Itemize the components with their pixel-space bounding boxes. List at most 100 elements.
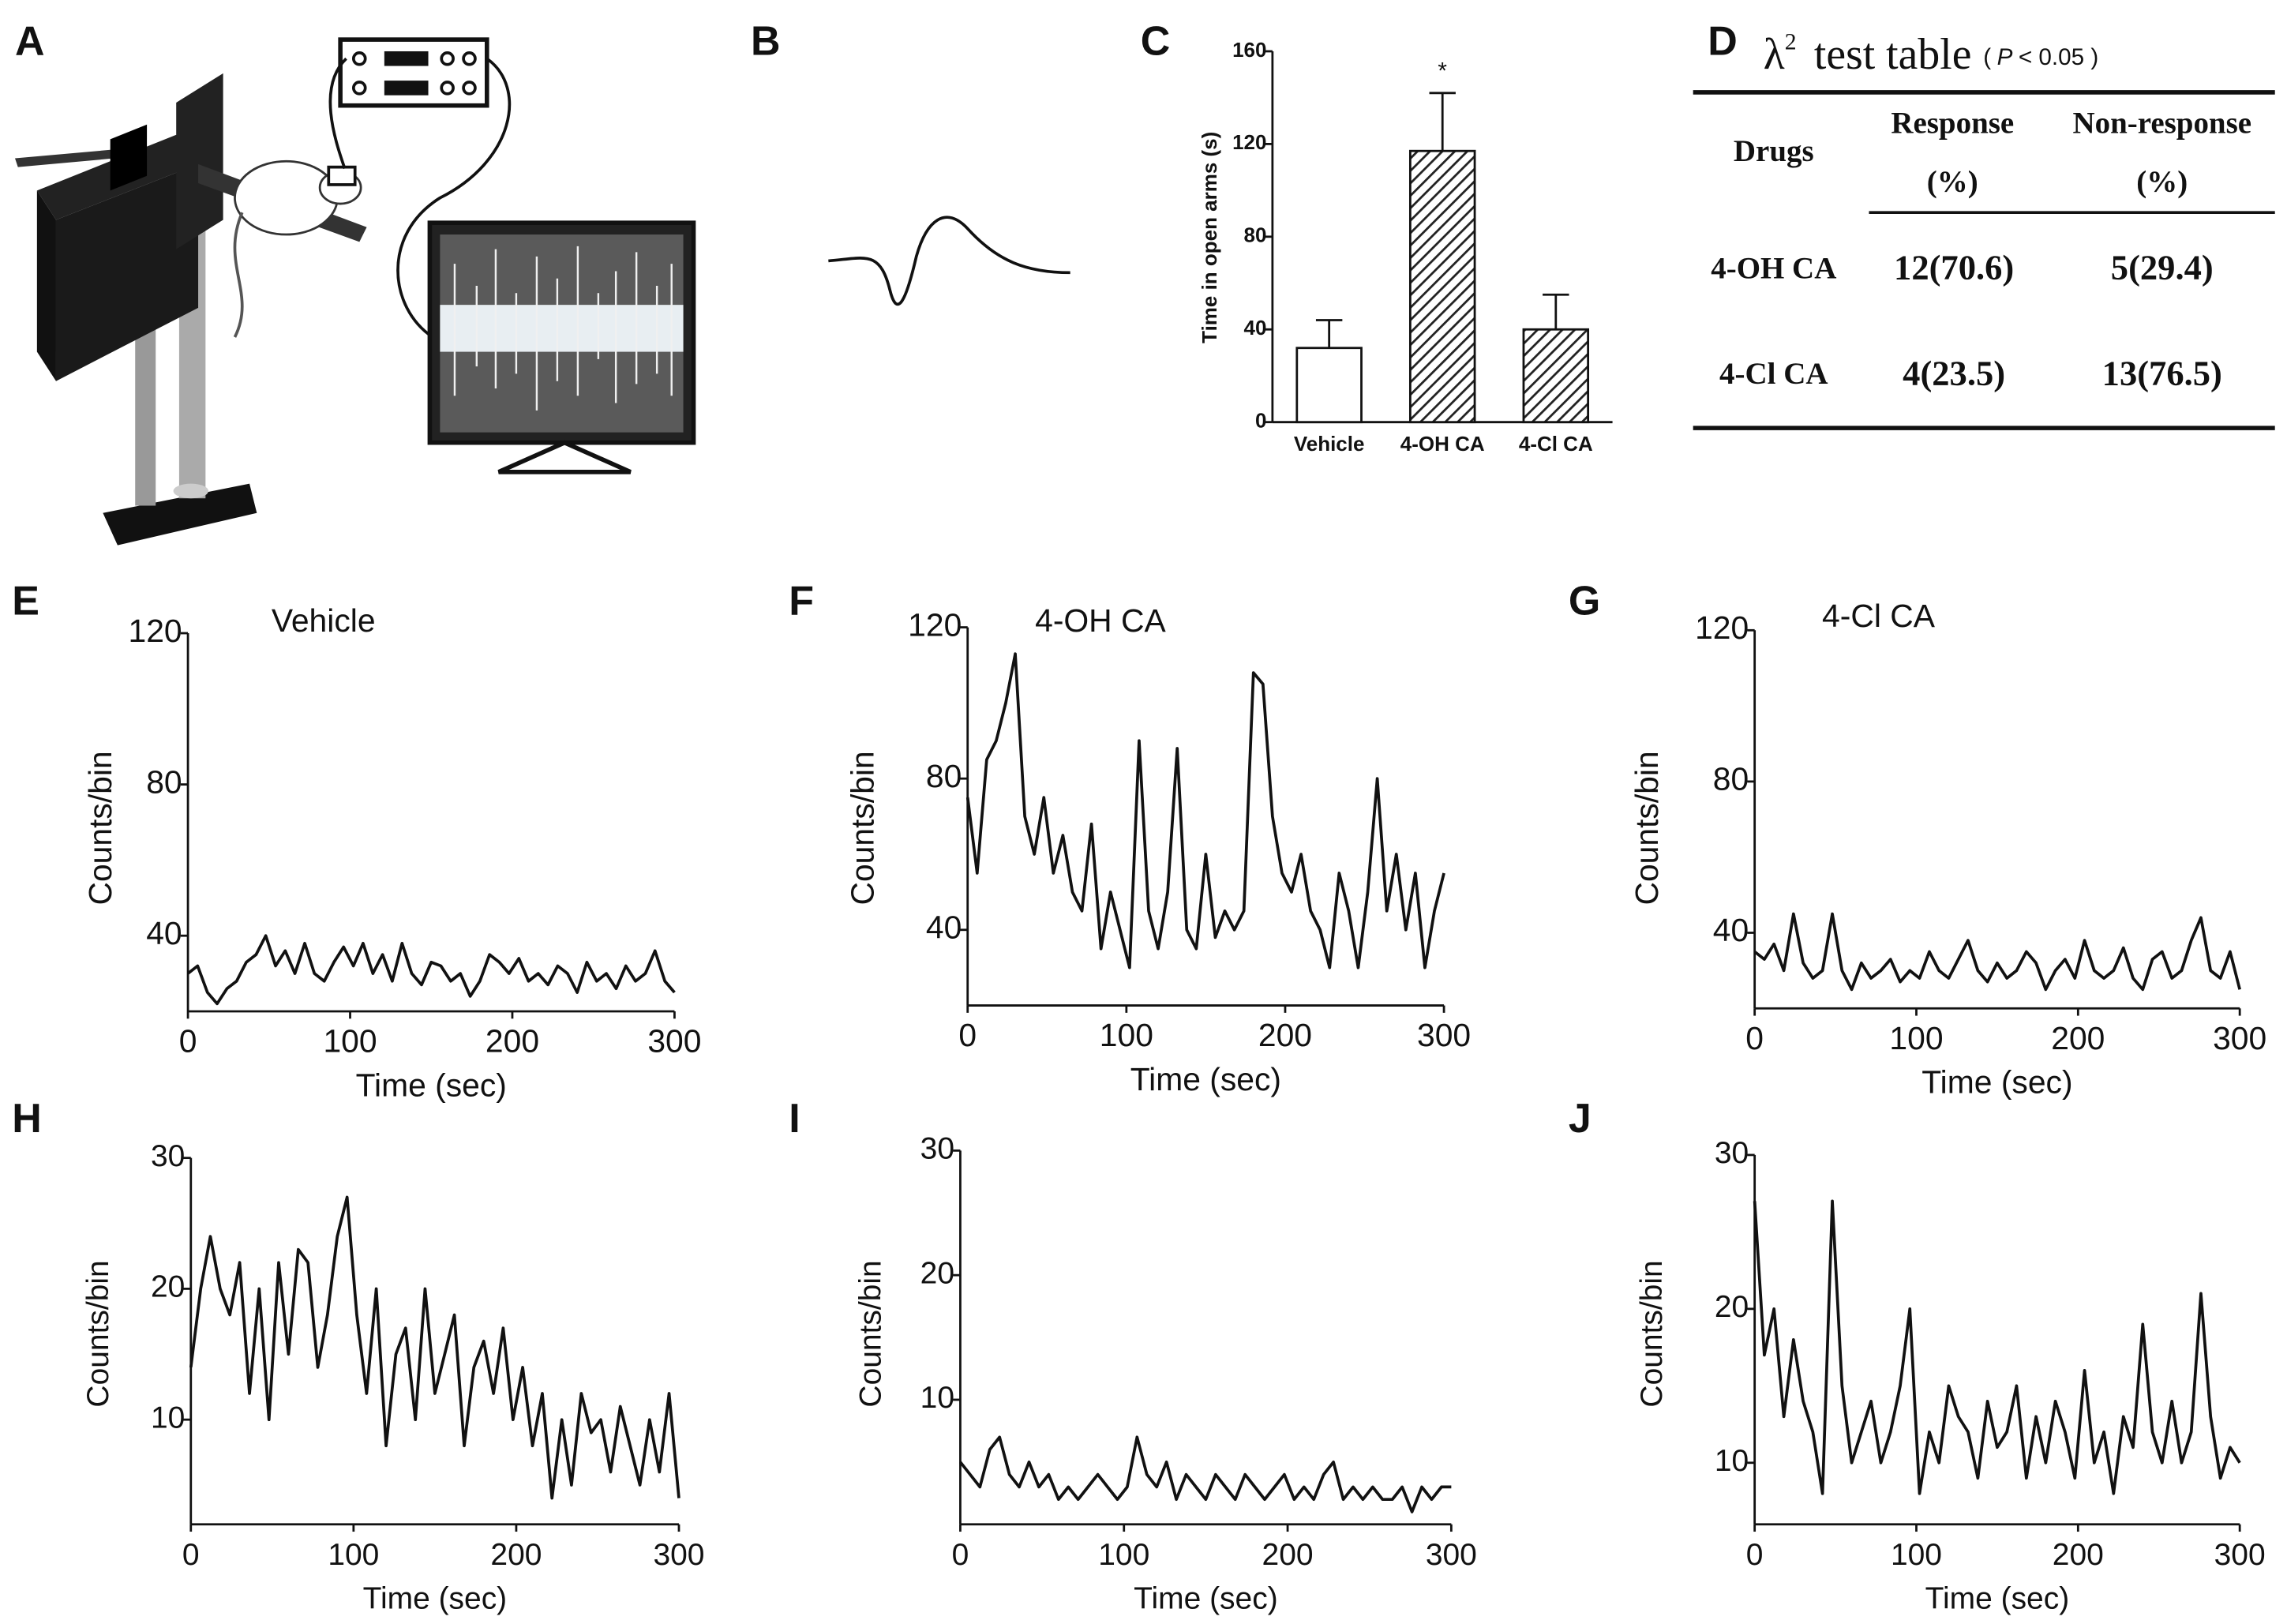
bar	[1295, 347, 1363, 424]
x-axis-label: Time (sec)	[1130, 1061, 1281, 1097]
x-tick-label: 4-OH CA	[1400, 432, 1485, 456]
table-header: Drugs	[1734, 134, 1814, 168]
trace	[1753, 912, 2241, 992]
trace	[958, 1435, 1452, 1513]
x-tick-label: 200	[2051, 1020, 2105, 1056]
y-tick-label: 30	[151, 1139, 185, 1173]
table-note: P	[1997, 44, 2013, 70]
table-superscript: 2	[1785, 30, 1797, 55]
chart-title: 4-OH CA	[1035, 602, 1166, 639]
y-axis-label: Counts/bin	[81, 1260, 115, 1407]
y-tick-label: 40	[1244, 316, 1267, 339]
y-tick-label: 80	[146, 763, 182, 800]
y-axis-label: Time in open arms (s)	[1198, 132, 1221, 343]
x-tick-label: 4-Cl CA	[1519, 432, 1593, 456]
y-tick-label: 160	[1232, 38, 1266, 62]
table-symbol: λ	[1764, 30, 1785, 79]
table-cell: 13(76.5)	[2102, 353, 2222, 392]
x-tick-label: 200	[486, 1023, 539, 1060]
x-tick-label: 0	[1746, 1538, 1764, 1572]
amplifier-illustration	[328, 37, 512, 339]
y-axis-label: Counts/bin	[845, 751, 881, 905]
monitor-illustration	[427, 220, 696, 474]
panel-label: E	[12, 579, 39, 624]
panel-label: F	[789, 579, 814, 624]
x-tick-label: 100	[328, 1538, 379, 1572]
x-tick-label: 300	[2213, 1020, 2266, 1056]
y-axis-label: Counts/bin	[1635, 1260, 1669, 1407]
y-tick-label: 10	[920, 1381, 954, 1415]
table-title-text: test table	[1814, 30, 1971, 79]
panel-label: D	[1708, 18, 1738, 64]
panel-label: C	[1141, 18, 1171, 64]
trace	[965, 652, 1445, 970]
y-tick-label: 20	[151, 1270, 185, 1304]
trace	[189, 1195, 680, 1500]
table-cell: 4-OH CA	[1711, 251, 1836, 285]
x-tick-label: 0	[182, 1538, 200, 1572]
x-axis-label: Time (sec)	[1925, 1582, 2070, 1616]
panel-label: H	[12, 1096, 42, 1142]
table-title: λ2 test table (P < 0.05 )	[1764, 30, 2099, 80]
spike-waveform	[828, 216, 1070, 306]
x-tick-label: 300	[647, 1023, 701, 1060]
y-tick-label: 80	[926, 758, 962, 794]
x-tick-label: 0	[952, 1538, 969, 1572]
table-header: Non-response	[2072, 107, 2251, 141]
y-axis-label: Counts/bin	[1629, 751, 1665, 905]
table-note: < 0.05 )	[2019, 44, 2099, 70]
panel-label: I	[789, 1096, 800, 1142]
y-tick-label: 0	[1255, 409, 1266, 433]
y-tick-label: 80	[1244, 223, 1267, 247]
y-tick-label: 10	[151, 1401, 185, 1435]
maze-illustration	[14, 73, 367, 546]
x-tick-label: 200	[490, 1538, 542, 1572]
table-header: (%)	[2136, 165, 2188, 199]
table-header: Response	[1891, 107, 2014, 141]
panel-label: A	[15, 18, 45, 64]
table-cell: 4(23.5)	[1903, 353, 2005, 392]
trace	[186, 934, 676, 1006]
chi-square-table: λ2 test table (P < 0.05 ) Drugs Response (%…	[1693, 30, 2275, 430]
x-tick-label: 0	[958, 1017, 977, 1053]
x-axis-label: Time (sec)	[1921, 1064, 2072, 1101]
chart-title: Vehicle	[272, 602, 376, 639]
y-tick-label: 80	[1713, 761, 1749, 797]
table-header: (%)	[1927, 165, 1978, 199]
x-tick-label: 300	[653, 1538, 704, 1572]
y-tick-label: 120	[908, 606, 962, 643]
x-axis-label: Time (sec)	[363, 1582, 508, 1616]
y-tick-label: 120	[1232, 130, 1266, 154]
x-tick-label: 100	[1098, 1538, 1149, 1572]
x-tick-label: 100	[1889, 1020, 1943, 1056]
x-tick-label: 300	[2214, 1538, 2266, 1572]
x-tick-label: 300	[1417, 1017, 1471, 1053]
x-tick-label: 200	[2053, 1538, 2104, 1572]
x-axis-label: Time (sec)	[1134, 1582, 1278, 1616]
x-tick-label: 100	[323, 1023, 377, 1060]
bar	[1408, 149, 1476, 424]
y-tick-label: 120	[1695, 609, 1749, 646]
panel-label: J	[1569, 1096, 1592, 1142]
y-tick-label: 120	[129, 613, 182, 649]
panel-label: B	[751, 18, 781, 64]
y-axis-label: Counts/bin	[82, 751, 118, 905]
rat-illustration	[233, 159, 362, 338]
table-cell: 4-Cl CA	[1719, 357, 1828, 391]
trace	[1753, 1199, 2241, 1495]
x-tick-label: Vehicle	[1294, 432, 1365, 456]
y-axis-label: Counts/bin	[853, 1260, 887, 1407]
y-tick-label: 20	[1715, 1290, 1749, 1324]
x-axis-label: Time (sec)	[356, 1067, 507, 1103]
x-tick-label: 300	[1426, 1538, 1477, 1572]
x-tick-label: 0	[179, 1023, 197, 1060]
y-tick-label: 40	[1713, 912, 1749, 948]
x-tick-label: 100	[1100, 1017, 1153, 1053]
y-tick-label: 10	[1715, 1444, 1749, 1478]
table-cell: 5(29.4)	[2111, 248, 2214, 287]
table-cell: 12(70.6)	[1894, 248, 2014, 287]
table-note: (	[1983, 44, 1991, 70]
panel-label: G	[1569, 579, 1600, 624]
